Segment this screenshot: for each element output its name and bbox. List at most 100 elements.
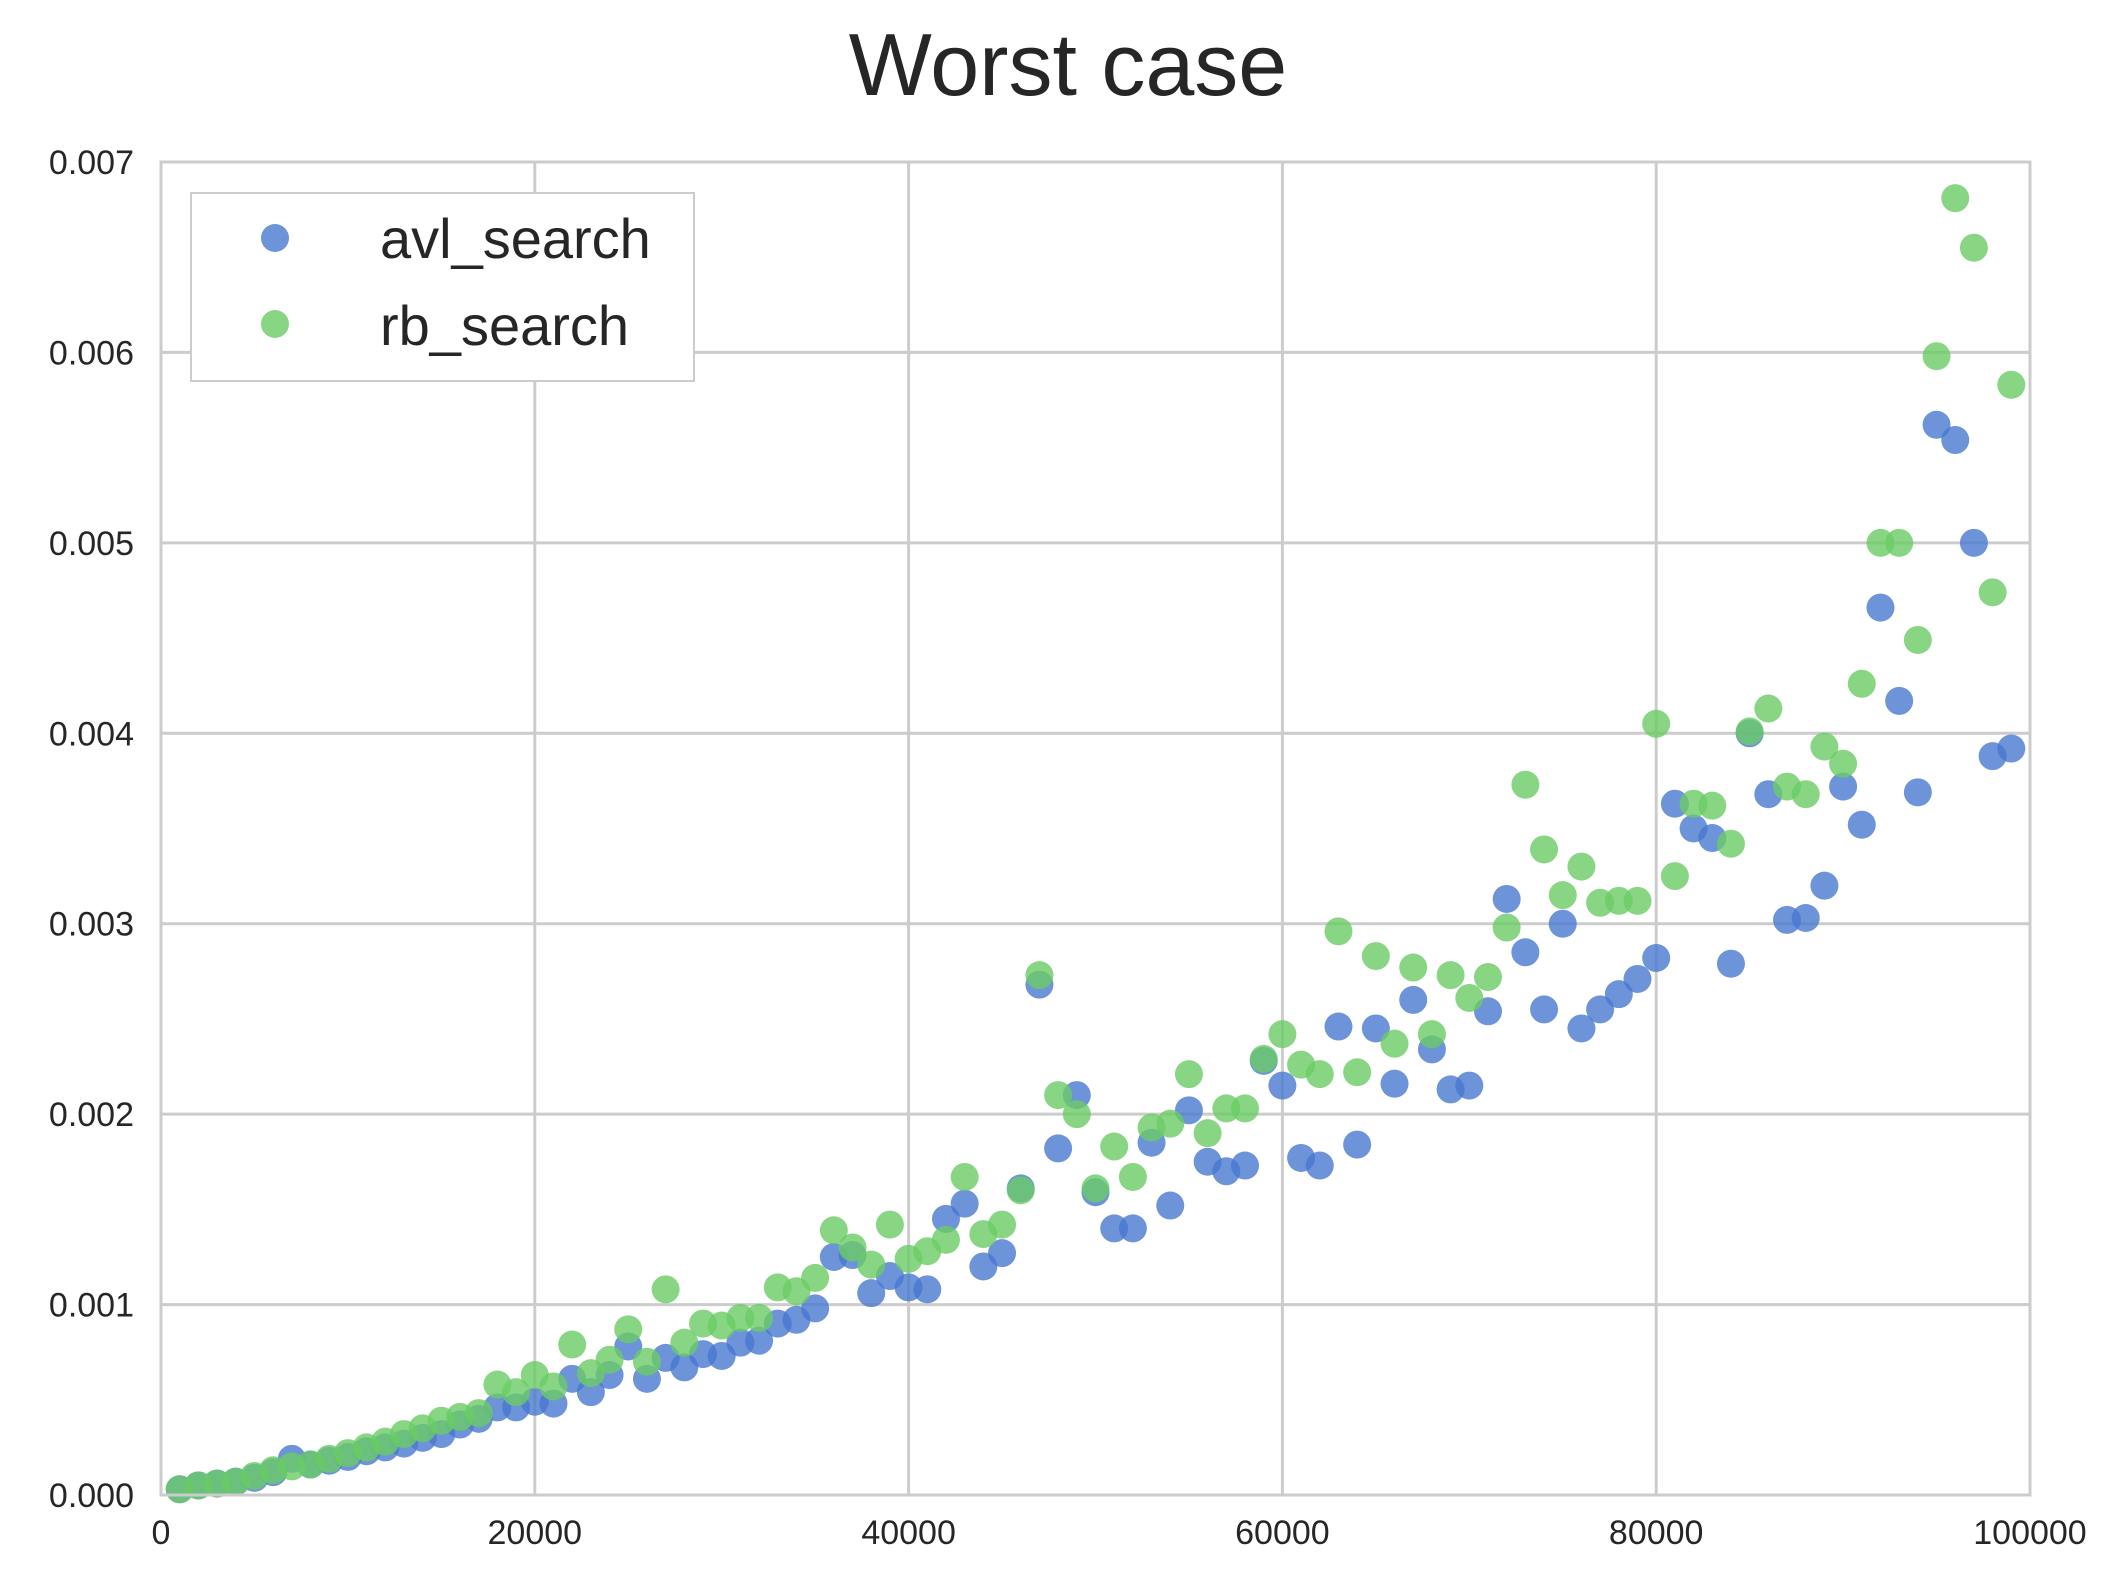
point-rb-search xyxy=(632,1347,661,1376)
y-tick-label: 0.004 xyxy=(49,715,134,753)
point-rb-search xyxy=(1044,1081,1073,1110)
point-avl-search xyxy=(950,1189,979,1218)
point-avl-search xyxy=(1231,1151,1260,1180)
plot-frame xyxy=(159,160,2032,1497)
point-rb-search xyxy=(1305,1060,1334,1089)
point-avl-search xyxy=(931,1204,960,1233)
point-rb-search xyxy=(1847,669,1876,698)
point-rb-search xyxy=(502,1378,531,1407)
point-avl-search xyxy=(913,1275,942,1304)
point-rb-search xyxy=(1959,233,1988,262)
point-avl-search xyxy=(1997,734,2026,763)
point-avl-search xyxy=(1455,1071,1484,1100)
point-rb-search xyxy=(670,1328,699,1357)
point-rb-search xyxy=(539,1372,568,1401)
point-avl-search xyxy=(1885,686,1914,715)
point-rb-search xyxy=(1062,1100,1091,1129)
point-rb-search xyxy=(1343,1058,1372,1087)
point-rb-search xyxy=(1530,835,1559,864)
point-avl-search xyxy=(1829,772,1858,801)
x-tick-label: 100000 xyxy=(1973,1514,2086,1552)
point-avl-search xyxy=(801,1294,830,1323)
point-rb-search xyxy=(1810,732,1839,761)
x-tick-label: 20000 xyxy=(488,1514,583,1552)
point-rb-search xyxy=(464,1399,493,1428)
point-avl-search xyxy=(1118,1214,1147,1243)
point-rb-search xyxy=(1118,1162,1147,1191)
y-tick-label: 0.006 xyxy=(49,334,134,372)
point-rb-search xyxy=(857,1250,886,1279)
point-rb-search xyxy=(931,1225,960,1254)
point-rb-search xyxy=(1324,917,1353,946)
point-avl-search xyxy=(1399,985,1428,1014)
point-avl-search xyxy=(857,1279,886,1308)
legend-marker-rb-search xyxy=(261,310,289,338)
plot-points xyxy=(165,184,2026,1504)
point-avl-search xyxy=(1380,1069,1409,1098)
point-avl-search xyxy=(1305,1151,1334,1180)
point-avl-search xyxy=(1941,426,1970,455)
point-rb-search xyxy=(595,1345,624,1374)
y-tick-label: 0.000 xyxy=(49,1477,134,1515)
y-tick-label: 0.005 xyxy=(49,525,134,563)
y-tick-label: 0.003 xyxy=(49,906,134,944)
legend: avl_search rb_search xyxy=(190,192,695,382)
point-rb-search xyxy=(1623,886,1652,915)
point-avl-search xyxy=(1903,778,1932,807)
x-tick-label: 0 xyxy=(152,1514,171,1552)
y-tick-label: 0.007 xyxy=(49,144,134,182)
point-rb-search xyxy=(1997,370,2026,399)
point-rb-search xyxy=(1698,791,1727,820)
point-avl-search xyxy=(1810,871,1839,900)
point-rb-search xyxy=(1642,709,1671,738)
point-rb-search xyxy=(875,1210,904,1239)
point-rb-search xyxy=(1231,1094,1260,1123)
point-avl-search xyxy=(1361,1014,1390,1043)
point-rb-search xyxy=(1922,342,1951,371)
point-rb-search xyxy=(1548,881,1577,910)
y-tick-label: 0.002 xyxy=(49,1096,134,1134)
point-avl-search xyxy=(1268,1071,1297,1100)
point-rb-search xyxy=(1885,528,1914,557)
point-rb-search xyxy=(1978,578,2007,607)
point-rb-search xyxy=(1716,829,1745,858)
x-tick-label: 40000 xyxy=(861,1514,956,1552)
chart-title: Worst case xyxy=(849,15,1288,114)
series-avl-search xyxy=(165,410,2026,1504)
point-rb-search xyxy=(1193,1119,1222,1148)
point-rb-search xyxy=(1006,1176,1035,1205)
point-rb-search xyxy=(838,1233,867,1262)
point-avl-search xyxy=(1492,884,1521,913)
point-rb-search xyxy=(1417,1020,1446,1049)
point-rb-search xyxy=(1399,953,1428,982)
point-rb-search xyxy=(1567,852,1596,881)
point-rb-search xyxy=(1249,1044,1278,1073)
point-rb-search xyxy=(1791,780,1820,809)
point-rb-search xyxy=(988,1210,1017,1239)
point-rb-search xyxy=(1735,717,1764,746)
legend-marker-avl-search xyxy=(261,224,289,252)
point-rb-search xyxy=(1941,184,1970,213)
point-rb-search xyxy=(1829,749,1858,778)
point-rb-search xyxy=(950,1162,979,1191)
point-rb-search xyxy=(801,1263,830,1292)
point-rb-search xyxy=(1436,961,1465,990)
point-rb-search xyxy=(1473,963,1502,992)
point-rb-search xyxy=(1174,1060,1203,1089)
point-avl-search xyxy=(988,1239,1017,1268)
point-rb-search xyxy=(1660,862,1689,891)
point-avl-search xyxy=(1866,593,1895,622)
point-rb-search xyxy=(1268,1020,1297,1049)
point-rb-search xyxy=(614,1315,643,1344)
point-rb-search xyxy=(1361,942,1390,971)
x-tick-label: 80000 xyxy=(1609,1514,1704,1552)
point-rb-search xyxy=(1492,913,1521,942)
point-rb-search xyxy=(1511,770,1540,799)
point-avl-search xyxy=(1586,995,1615,1024)
point-avl-search xyxy=(745,1326,774,1355)
point-avl-search xyxy=(1642,943,1671,972)
point-rb-search xyxy=(1100,1132,1129,1161)
y-tick-label: 0.001 xyxy=(49,1287,134,1325)
point-rb-search xyxy=(1903,625,1932,654)
